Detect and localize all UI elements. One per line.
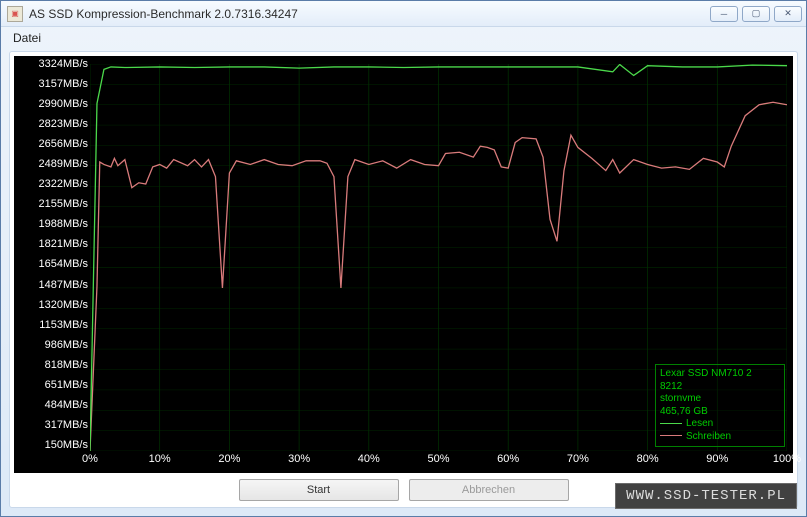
legend-box: Lexar SSD NM710 28212stornvme465,76 GB L… [655, 364, 785, 447]
start-button[interactable]: Start [239, 479, 399, 501]
x-tick: 80% [637, 453, 659, 465]
x-tick: 50% [427, 453, 449, 465]
watermark: www.ssd-tester.pl [615, 483, 797, 509]
y-tick: 651MB/s [14, 379, 90, 391]
x-tick: 70% [567, 453, 589, 465]
y-tick: 3324MB/s [14, 58, 90, 70]
legend-device-info: Lexar SSD NM710 28212stornvme465,76 GB [660, 368, 780, 418]
y-tick: 818MB/s [14, 359, 90, 371]
legend-device-line: Lexar SSD NM710 2 [660, 368, 780, 381]
legend-read-label: Lesen [686, 418, 713, 429]
x-tick: 0% [82, 453, 98, 465]
y-tick: 3157MB/s [14, 78, 90, 90]
minimize-button[interactable]: ─ [710, 6, 738, 22]
benchmark-chart: 3324MB/s 3157MB/s 2990MB/s 2823MB/s 2656MB/s… [14, 56, 793, 473]
cancel-button[interactable]: Abbrechen [409, 479, 569, 501]
menu-file[interactable]: Datei [13, 31, 41, 45]
x-tick: 60% [497, 453, 519, 465]
y-tick: 1988MB/s [14, 218, 90, 230]
y-tick: 2656MB/s [14, 138, 90, 150]
content-panel: 3324MB/s 3157MB/s 2990MB/s 2823MB/s 2656MB/s… [9, 51, 798, 508]
y-tick: 2322MB/s [14, 178, 90, 190]
maximize-button[interactable]: ▢ [742, 6, 770, 22]
x-tick: 90% [706, 453, 728, 465]
y-tick: 1654MB/s [14, 258, 90, 270]
x-tick: 20% [218, 453, 240, 465]
y-tick: 1821MB/s [14, 238, 90, 250]
x-tick: 40% [358, 453, 380, 465]
legend-read-swatch [660, 423, 682, 424]
legend-device-line: stornvme [660, 393, 780, 406]
close-button[interactable]: ✕ [774, 6, 802, 22]
legend-write-swatch [660, 435, 682, 436]
y-tick: 317MB/s [14, 419, 90, 431]
y-tick: 2155MB/s [14, 198, 90, 210]
y-tick: 150MB/s [14, 439, 90, 451]
x-tick: 30% [288, 453, 310, 465]
legend-write-row: Schreiben [660, 431, 780, 444]
legend-read-row: Lesen [660, 418, 780, 431]
app-window: ▣ AS SSD Kompression-Benchmark 2.0.7316.… [0, 0, 807, 517]
legend-write-label: Schreiben [686, 431, 731, 442]
y-tick: 484MB/s [14, 399, 90, 411]
y-tick: 986MB/s [14, 339, 90, 351]
y-tick: 1320MB/s [14, 299, 90, 311]
y-axis: 3324MB/s 3157MB/s 2990MB/s 2823MB/s 2656MB/s… [14, 58, 90, 451]
x-tick: 100% [773, 453, 801, 465]
app-icon: ▣ [7, 6, 23, 22]
y-tick: 2489MB/s [14, 158, 90, 170]
y-tick: 2823MB/s [14, 118, 90, 130]
window-title: AS SSD Kompression-Benchmark 2.0.7316.34… [29, 7, 710, 21]
y-tick: 1153MB/s [14, 319, 90, 331]
y-tick: 2990MB/s [14, 98, 90, 110]
y-tick: 1487MB/s [14, 279, 90, 291]
x-tick: 10% [149, 453, 171, 465]
legend-device-line: 465,76 GB [660, 406, 780, 419]
x-axis: 0%10%20%30%40%50%60%70%80%90%100% [90, 453, 787, 469]
menubar: Datei [1, 27, 806, 47]
legend-device-line: 8212 [660, 381, 780, 394]
window-buttons: ─ ▢ ✕ [710, 6, 802, 22]
titlebar[interactable]: ▣ AS SSD Kompression-Benchmark 2.0.7316.… [1, 1, 806, 27]
